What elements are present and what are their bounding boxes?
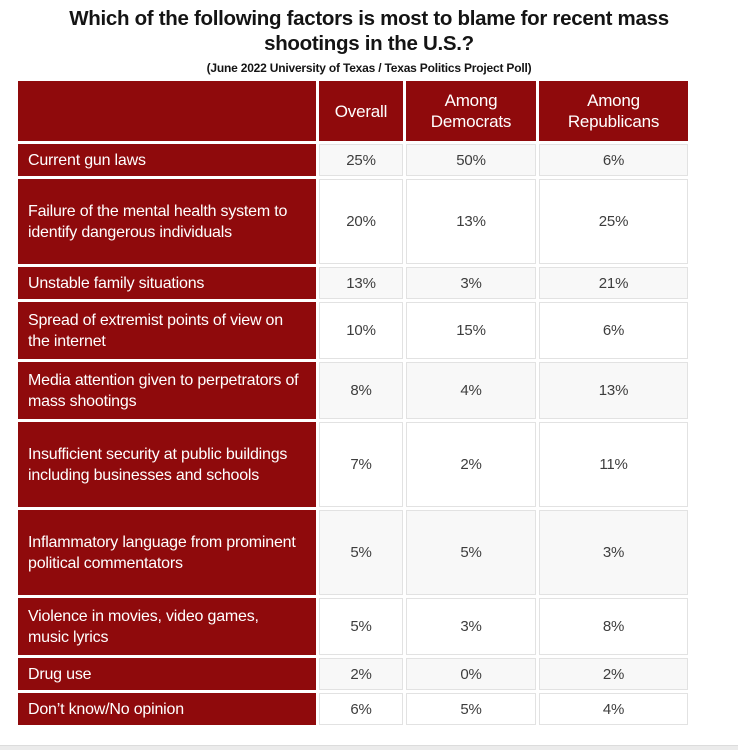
row-label: Failure of the mental health system to i… [18, 179, 316, 265]
table-row: Spread of extremist points of view on th… [18, 302, 688, 360]
cell-overall: 25% [319, 144, 403, 177]
cell-democrats: 5% [406, 693, 536, 726]
cell-republicans: 8% [539, 598, 688, 656]
cell-democrats: 50% [406, 144, 536, 177]
row-label: Spread of extremist points of view on th… [18, 302, 316, 360]
row-label: Inflammatory language from prominent pol… [18, 510, 316, 596]
cell-overall: 20% [319, 179, 403, 265]
cell-overall: 5% [319, 598, 403, 656]
cell-overall: 13% [319, 267, 403, 300]
cell-overall: 6% [319, 693, 403, 726]
table-row: Insufficient security at public building… [18, 422, 688, 508]
cell-overall: 5% [319, 510, 403, 596]
table-row: Don’t know/No opinion 6% 5% 4% [18, 693, 688, 726]
table-row: Media attention given to perpetrators of… [18, 362, 688, 420]
cell-democrats: 13% [406, 179, 536, 265]
cell-overall: 10% [319, 302, 403, 360]
table-row: Violence in movies, video games, music l… [18, 598, 688, 656]
row-label: Current gun laws [18, 144, 316, 177]
table-header-row: Overall Among Democrats Among Republican… [18, 81, 688, 142]
row-label: Unstable family situations [18, 267, 316, 300]
column-header-overall: Overall [319, 81, 403, 142]
row-label: Violence in movies, video games, music l… [18, 598, 316, 656]
row-label: Don’t know/No opinion [18, 693, 316, 726]
cell-republicans: 13% [539, 362, 688, 420]
cell-democrats: 2% [406, 422, 536, 508]
table-row: Unstable family situations 13% 3% 21% [18, 267, 688, 300]
table-row: Failure of the mental health system to i… [18, 179, 688, 265]
row-label: Media attention given to perpetrators of… [18, 362, 316, 420]
cell-democrats: 3% [406, 267, 536, 300]
column-header-republicans: Among Republicans [539, 81, 688, 142]
cell-overall: 8% [319, 362, 403, 420]
cell-republicans: 6% [539, 302, 688, 360]
column-header-democrats: Among Democrats [406, 81, 536, 142]
cell-democrats: 4% [406, 362, 536, 420]
cell-republicans: 25% [539, 179, 688, 265]
corner-cell [18, 81, 316, 142]
table-row: Current gun laws 25% 50% 6% [18, 144, 688, 177]
cell-republicans: 6% [539, 144, 688, 177]
page-title: Which of the following factors is most t… [69, 7, 669, 55]
row-label: Drug use [18, 658, 316, 691]
table-row: Drug use 2% 0% 2% [18, 658, 688, 691]
table-row: Inflammatory language from prominent pol… [18, 510, 688, 596]
page-bottom-edge [0, 745, 738, 750]
cell-republicans: 2% [539, 658, 688, 691]
cell-republicans: 11% [539, 422, 688, 508]
cell-republicans: 4% [539, 693, 688, 726]
poll-results-table: Overall Among Democrats Among Republican… [15, 78, 691, 728]
cell-overall: 7% [319, 422, 403, 508]
cell-republicans: 3% [539, 510, 688, 596]
cell-democrats: 5% [406, 510, 536, 596]
cell-overall: 2% [319, 658, 403, 691]
cell-democrats: 0% [406, 658, 536, 691]
cell-republicans: 21% [539, 267, 688, 300]
page-subtitle: (June 2022 University of Texas / Texas P… [206, 61, 532, 76]
cell-democrats: 3% [406, 598, 536, 656]
row-label: Insufficient security at public building… [18, 422, 316, 508]
cell-democrats: 15% [406, 302, 536, 360]
